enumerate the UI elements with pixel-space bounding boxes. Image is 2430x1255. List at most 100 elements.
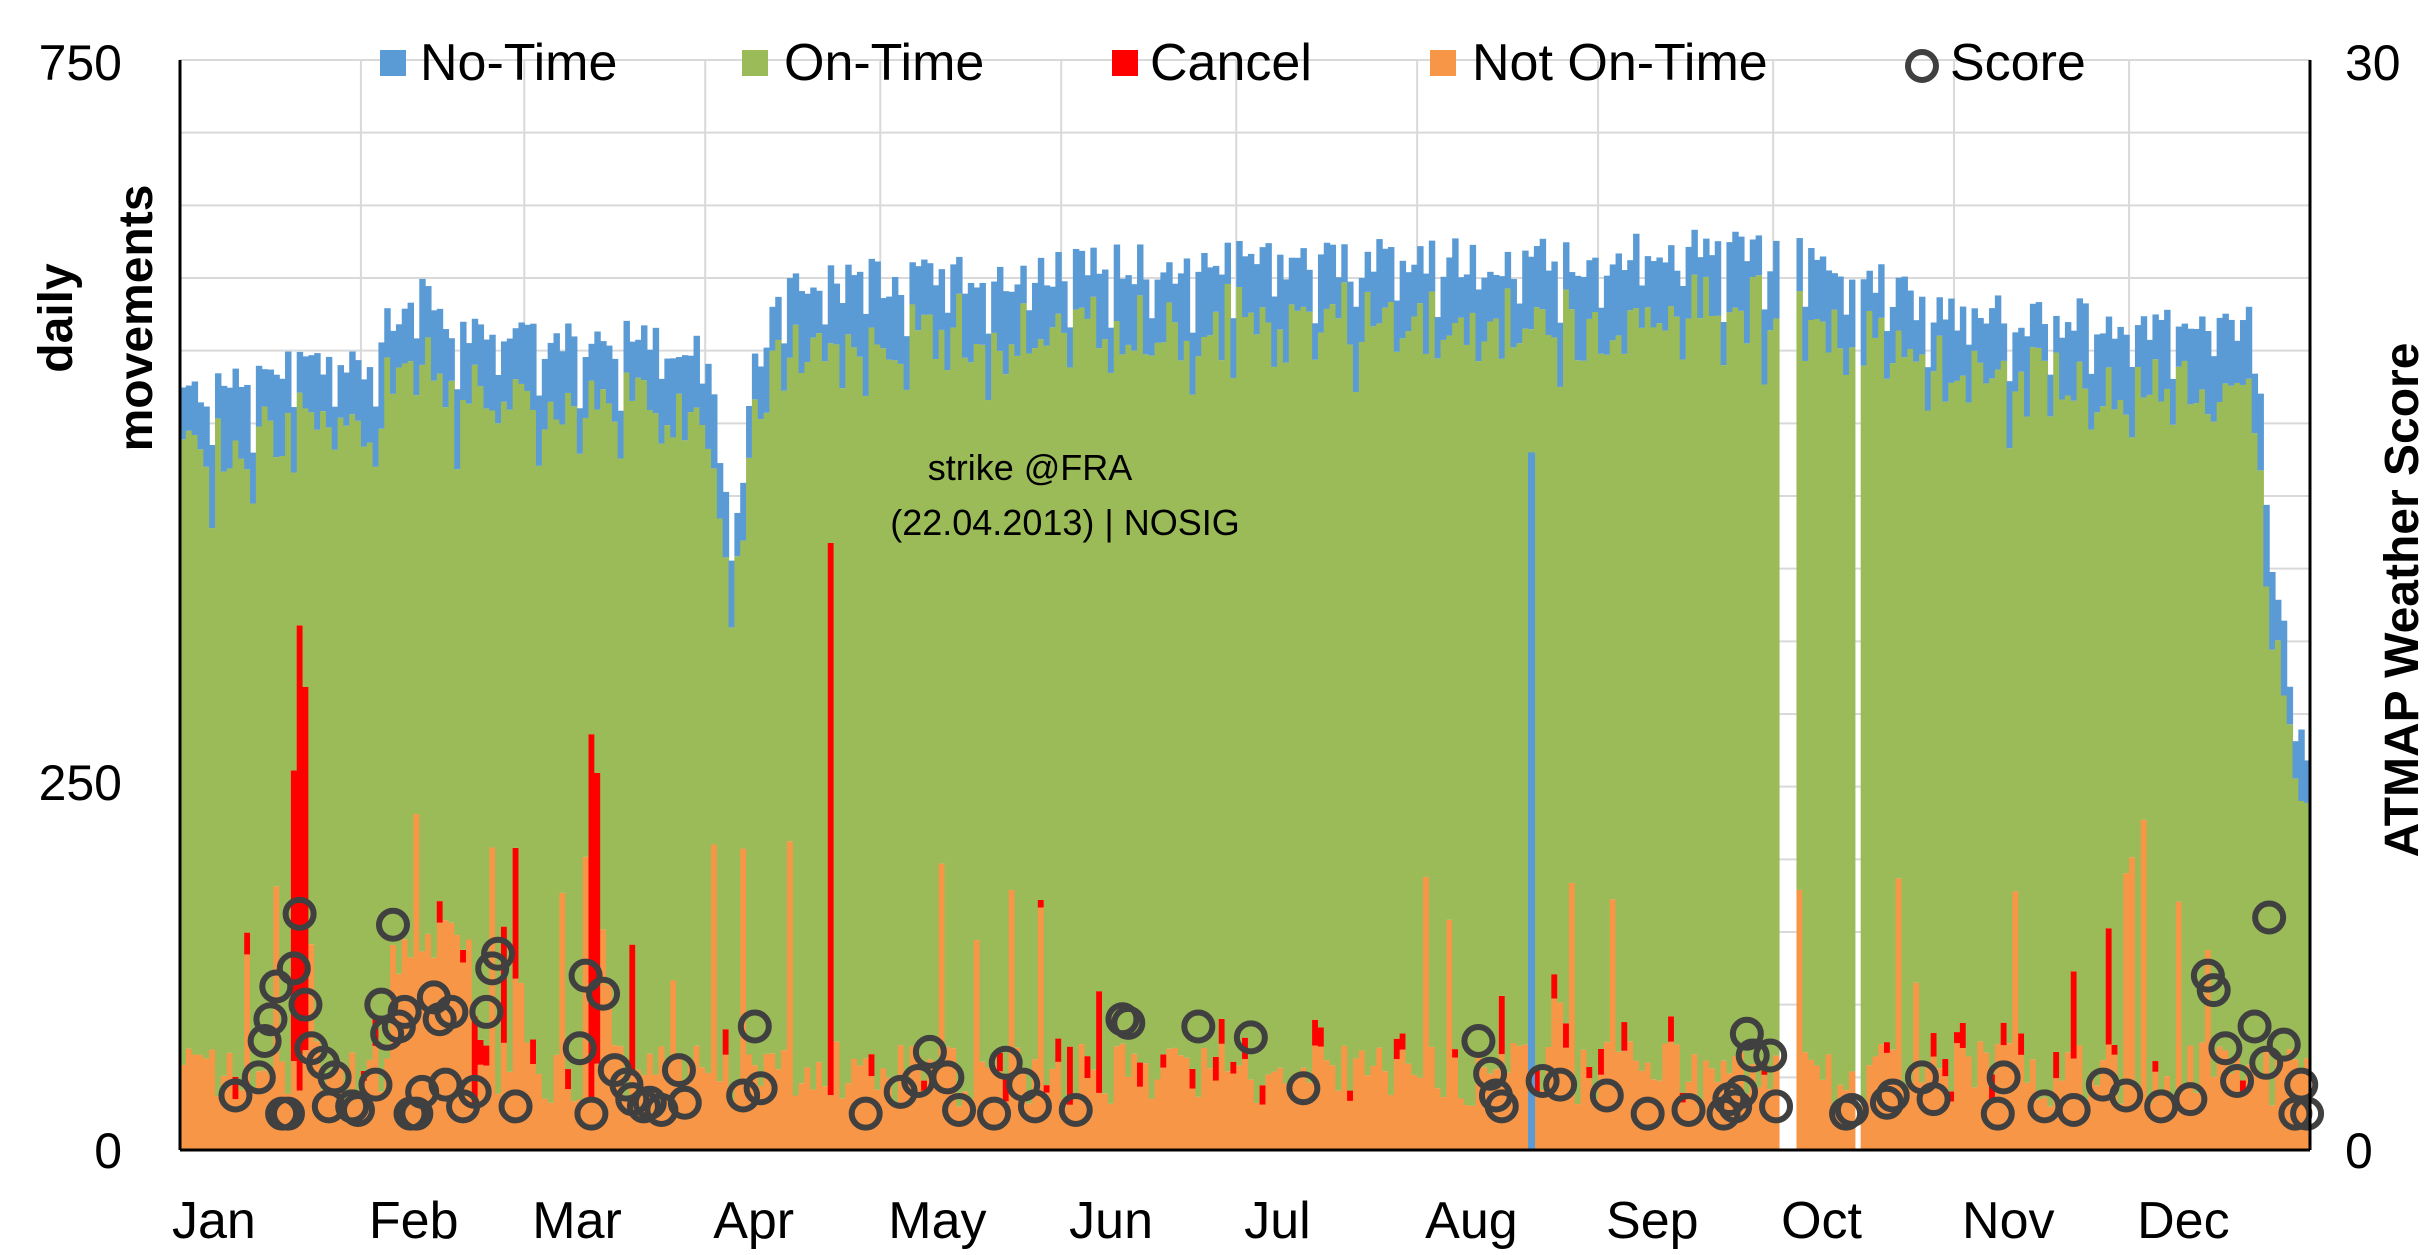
bar-not-on-time [1644,1062,1652,1150]
bar-not-on-time [1621,1050,1628,1150]
bar-no-time [2064,322,2072,396]
bar-on-time [226,468,234,1053]
bar-no-time [2053,315,2060,353]
bar-not-on-time [1352,1058,1360,1150]
bar-on-time [1848,347,1856,1072]
bar-on-time [722,557,730,1030]
bar-on-time [635,377,642,1070]
bar-no-time [763,347,770,413]
bar-no-time [1848,279,1856,348]
bar-not-on-time [180,1065,187,1150]
bar-no-time [2041,324,2048,361]
bar-not-on-time [2088,1073,2095,1150]
bar-cancel [1230,1061,1237,1074]
month-labels: Jan Feb Mar Apr May Jun Jul Aug Sep Oct Nov Dec [172,1192,2230,1250]
bar-no-time [1236,241,1243,288]
bar-on-time [1697,318,1704,1107]
bar-on-time [956,293,963,1107]
bar-on-time [1452,323,1459,1050]
bar-on-time [331,449,339,1070]
bar-on-time [617,458,625,1047]
bar-cancel [868,1054,876,1077]
bar-no-time [1738,236,1745,311]
bar-not-on-time [2263,1050,2270,1150]
bar-on-time [903,389,911,1082]
bar-on-time [2193,403,2200,1093]
bar-no-time [1685,246,1693,319]
bar-no-time [582,356,590,418]
bar-not-on-time [2164,1076,2171,1150]
bar-on-time [1860,365,1868,1106]
bar-not-on-time [1166,1048,1173,1150]
bar-no-time [1749,239,1757,278]
bar-series [180,229,2311,1150]
bar-not-on-time [1405,1063,1412,1150]
bar-no-time [290,407,298,473]
bar-on-time [1294,310,1302,1073]
bar-not-on-time [1773,1055,1780,1150]
bar-on-time [518,383,525,984]
bar-not-on-time [1172,1047,1179,1150]
bar-not-on-time [932,1067,940,1150]
bar-not-on-time [1452,1057,1459,1150]
bar-no-time [646,349,654,411]
bar-no-time [320,374,327,412]
bar-no-time [308,355,315,413]
bar-no-time [477,324,485,387]
bar-no-time [1212,265,1220,312]
bar-on-time [1428,291,1436,1047]
bar-not-on-time [2082,1099,2089,1150]
bar-on-time [1399,338,1407,1034]
bar-on-time [2251,433,2259,1069]
bar-no-time [693,335,700,408]
bar-not-on-time [2123,873,2130,1150]
bar-no-time [2140,316,2148,398]
bar-on-time [460,399,467,950]
bar-not-on-time [1446,919,1453,1150]
bar-on-time [646,410,654,1054]
bar-not-on-time [2140,819,2148,1150]
bar-on-time [693,407,700,1046]
bar-not-on-time [2222,1050,2229,1150]
bar-no-time [395,324,403,368]
bar-on-time [1446,335,1453,920]
bar-on-time [1539,309,1547,1091]
bar-no-time [1913,320,1920,362]
bar-no-time [1440,276,1447,340]
annotation-line1: strike @FRA [928,447,1133,488]
bar-on-time [938,329,946,864]
bar-on-time [279,456,286,1062]
bar-on-time [932,359,940,1068]
bar-on-time [1884,378,1891,1043]
score-series [218,896,2325,1131]
score-point [2266,1027,2301,1062]
bar-no-time [839,303,846,389]
bar-on-time [407,361,415,958]
bar-not-on-time [1049,1068,1056,1150]
bar-on-time [1102,339,1109,1094]
bar-no-time [1102,269,1109,340]
bar-on-time [2274,640,2282,1056]
bar-no-time [1341,244,1348,283]
bar-no-time [938,269,946,330]
bar-not-on-time [792,1095,800,1150]
bar-on-time [1889,363,1897,1050]
bar-cancel [232,1076,239,1100]
bar-on-time [2064,395,2072,1053]
bar-on-time [495,423,502,1094]
bar-no-time [238,386,245,459]
bar-no-time [1615,253,1622,336]
bar-not-on-time [565,1089,572,1150]
bar-on-time [378,428,385,1092]
bar-on-time [851,347,858,1059]
bar-on-time [1580,360,1587,1050]
bar-on-time [1767,330,1774,1090]
bar-no-time [1703,238,1710,277]
bar-cancel [2111,1045,2119,1055]
bar-not-on-time [465,939,473,1150]
bar-on-time [1382,307,1389,1072]
bar-not-on-time [1901,1085,1908,1150]
bar-on-time [1370,326,1377,1066]
bar-cancel [471,1016,479,1104]
bar-not-on-time [611,1045,619,1150]
